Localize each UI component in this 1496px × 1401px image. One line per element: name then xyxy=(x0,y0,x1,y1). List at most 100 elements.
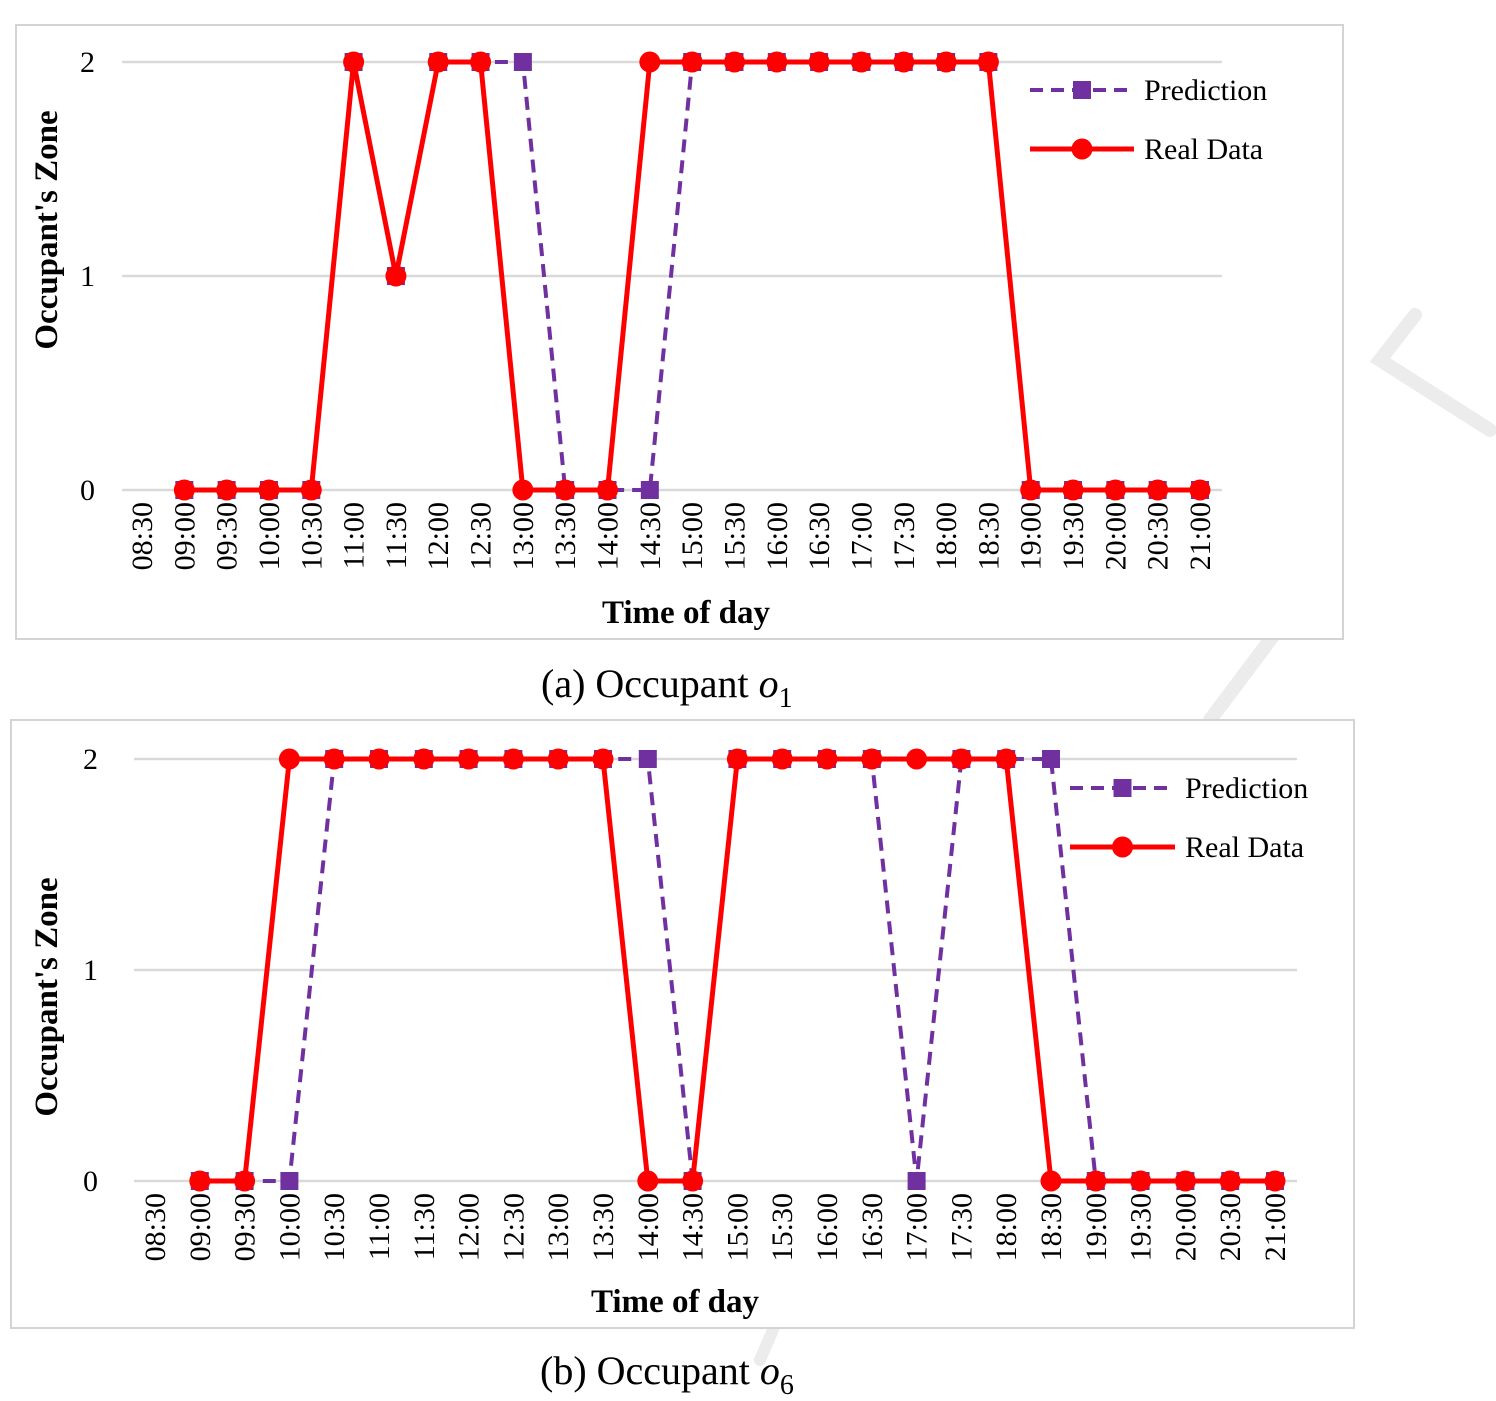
real-data-point xyxy=(300,479,322,501)
x-tick-label: 15:00 xyxy=(676,502,709,570)
caption-a-sub: 1 xyxy=(778,683,793,714)
real-data-point xyxy=(1130,1170,1152,1192)
legend-marker-real-data xyxy=(1071,138,1093,160)
x-tick-label: 11:00 xyxy=(363,1193,396,1260)
x-tick-label: 14:00 xyxy=(632,1193,665,1261)
y-tick-label: 2 xyxy=(80,46,95,79)
prediction-point xyxy=(1042,750,1060,768)
x-tick-label: 18:30 xyxy=(1035,1193,1068,1261)
real-data-point xyxy=(726,748,748,770)
real-data-point xyxy=(766,51,788,73)
real-data-point xyxy=(977,51,999,73)
x-tick-label: 17:00 xyxy=(845,502,878,570)
legend-marker-prediction xyxy=(1073,81,1091,99)
real-data-point xyxy=(639,51,661,73)
real-data-point xyxy=(278,748,300,770)
real-data-point xyxy=(470,51,492,73)
x-tick-label: 16:00 xyxy=(811,1193,844,1261)
real-data-point xyxy=(597,479,619,501)
y-tick-label: 2 xyxy=(83,743,98,776)
chart-b: 0 1 2 08:30 09:00 09:30 10:00 10:30 11:00 11:30 12… xyxy=(29,743,1308,1320)
x-tick-label: 12:00 xyxy=(453,1193,486,1261)
real-data-point xyxy=(850,51,872,73)
y-tick-label: 0 xyxy=(80,474,95,507)
real-data-point xyxy=(681,51,703,73)
real-data-point xyxy=(216,479,238,501)
real-data-point xyxy=(950,748,972,770)
x-tick-label: 13:30 xyxy=(549,502,582,570)
real-data-point xyxy=(816,748,838,770)
real-data-point xyxy=(1219,1170,1241,1192)
x-tick-label: 15:30 xyxy=(766,1193,799,1261)
watermark-stroke xyxy=(1369,308,1496,437)
x-tick-label: 19:30 xyxy=(1057,502,1090,570)
x-tick-label: 10:00 xyxy=(273,1193,306,1261)
real-data-point xyxy=(637,1170,659,1192)
real-data-point xyxy=(554,479,576,501)
real-data-point xyxy=(234,1170,256,1192)
real-data-point xyxy=(323,748,345,770)
real-data-point xyxy=(592,748,614,770)
x-tick-label: 14:30 xyxy=(677,1193,710,1261)
x-tick-label: 14:00 xyxy=(592,502,625,570)
real-data-point xyxy=(906,748,928,770)
caption-b: (b) Occupant o6 xyxy=(540,1347,794,1401)
y-tick-label: 0 xyxy=(83,1165,98,1198)
real-data-point xyxy=(189,1170,211,1192)
legend-label: Real Data xyxy=(1144,133,1263,166)
real-data-point xyxy=(1104,479,1126,501)
x-tick-label: 08:30 xyxy=(126,502,159,570)
caption-b-var: o xyxy=(759,1348,780,1393)
y-tick-label: 1 xyxy=(80,260,95,293)
real-data-point xyxy=(1040,1170,1062,1192)
caption-a: (a) Occupant o1 xyxy=(541,660,793,714)
x-tick-label: 18:00 xyxy=(990,1193,1023,1261)
x-tick-label: 15:00 xyxy=(721,1193,754,1261)
caption-b-sub: 6 xyxy=(779,1370,794,1401)
caption-b-text: (b) Occupant xyxy=(540,1348,760,1393)
x-tick-label: 13:30 xyxy=(587,1193,620,1261)
legend-label: Prediction xyxy=(1185,772,1308,805)
caption-a-var: o xyxy=(758,661,779,706)
x-tick-label: 17:00 xyxy=(901,1193,934,1261)
x-tick-label: 13:00 xyxy=(542,1193,575,1261)
x-tick-label: 16:30 xyxy=(803,502,836,570)
x-tick-label: 20:30 xyxy=(1142,502,1175,570)
x-tick-label: 20:00 xyxy=(1169,1193,1202,1261)
y-axis-title: Occupant's Zone xyxy=(29,877,65,1116)
x-tick-label: 12:30 xyxy=(465,502,498,570)
x-tick-label: 12:00 xyxy=(422,502,455,570)
x-tick-label: 19:00 xyxy=(1080,1193,1113,1261)
chart-panel-b xyxy=(10,719,1355,1329)
x-tick-label: 09:00 xyxy=(168,502,201,570)
x-tick-label: 21:00 xyxy=(1259,1193,1292,1261)
legend-marker-prediction xyxy=(1113,779,1132,797)
real-data-point xyxy=(258,479,280,501)
x-tick-label: 13:00 xyxy=(507,502,540,570)
real-data-point xyxy=(458,748,480,770)
real-data-point xyxy=(1264,1170,1286,1192)
real-data-point xyxy=(427,51,449,73)
x-tick-label: 19:30 xyxy=(1125,1193,1158,1261)
x-tick-label: 14:30 xyxy=(634,502,667,570)
x-tick-label: 09:30 xyxy=(229,1193,262,1261)
x-tick-label: 17:30 xyxy=(888,502,921,570)
real-data-point xyxy=(1147,479,1169,501)
x-axis-title: Time of day xyxy=(602,595,771,631)
real-data-point xyxy=(1085,1170,1107,1192)
caption-a-text: (a) Occupant xyxy=(541,661,759,706)
real-data-point xyxy=(1020,479,1042,501)
real-data-point xyxy=(995,748,1017,770)
real-data-point xyxy=(808,51,830,73)
x-tick-label: 11:00 xyxy=(338,502,371,569)
real-data-point xyxy=(413,748,435,770)
x-tick-label: 10:30 xyxy=(295,502,328,570)
x-tick-label: 16:00 xyxy=(761,502,794,570)
x-tick-label: 20:30 xyxy=(1214,1193,1247,1261)
legend-label: Real Data xyxy=(1185,831,1304,864)
x-tick-label: 10:00 xyxy=(253,502,286,570)
x-tick-label: 10:30 xyxy=(318,1193,351,1261)
prediction-point xyxy=(638,750,657,768)
x-tick-label: 11:30 xyxy=(408,1193,441,1260)
x-tick-label: 18:30 xyxy=(972,502,1005,570)
